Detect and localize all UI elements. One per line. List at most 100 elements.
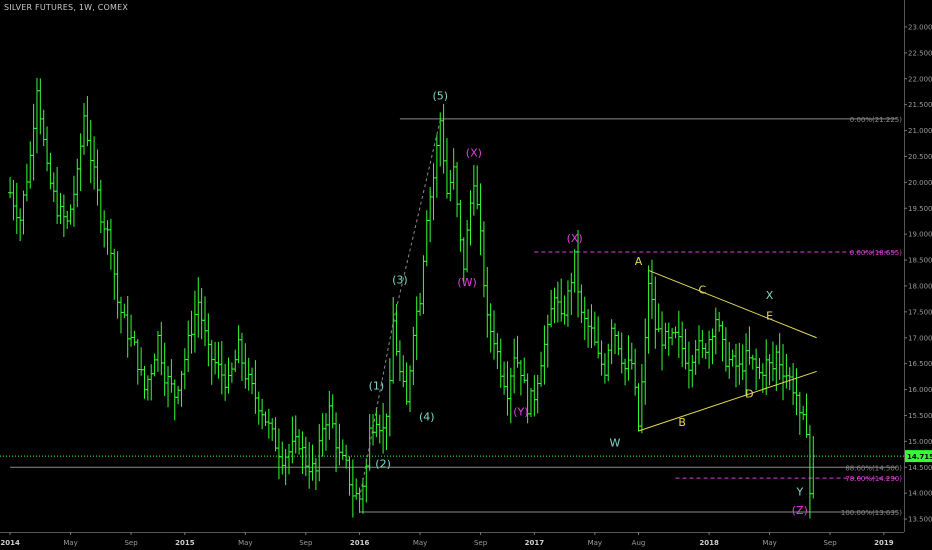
price-bar — [182, 348, 187, 390]
x-tick-label: Sep — [299, 539, 313, 547]
price-bar — [88, 120, 93, 184]
x-tick-label: 2016 — [350, 539, 370, 547]
price-bar — [592, 311, 597, 346]
price-bar — [360, 478, 365, 514]
price-bar — [424, 210, 429, 267]
price-bar — [48, 152, 53, 190]
wave-label: D — [745, 387, 753, 400]
price-bar — [431, 163, 436, 221]
price-bar — [129, 314, 134, 347]
price-bar — [653, 276, 658, 349]
y-tick-label: 14.500 — [908, 464, 932, 472]
wave-label: W — [610, 437, 621, 450]
y-tick-label: 21.500 — [908, 101, 932, 109]
price-bar — [407, 365, 412, 412]
price-bar — [764, 339, 769, 396]
price-bar — [229, 362, 234, 383]
price-bar — [8, 177, 13, 199]
price-bar — [354, 478, 359, 500]
price-bar — [488, 303, 493, 353]
price-bar — [505, 361, 510, 416]
price-bar — [377, 414, 382, 444]
price-bar — [303, 436, 308, 477]
ohlc-bars — [8, 77, 816, 519]
price-bar — [334, 412, 339, 472]
price-bar — [713, 307, 718, 355]
price-bar — [364, 458, 369, 503]
fib-level-label: 0.00%(21.225) — [850, 116, 902, 124]
x-tick-label: May — [762, 539, 776, 547]
price-bar — [199, 288, 204, 340]
x-tick-label: 2014 — [0, 539, 20, 547]
price-bar — [747, 326, 752, 365]
price-bar — [656, 303, 661, 332]
price-bar — [166, 366, 171, 408]
price-bar — [602, 353, 607, 384]
price-bar — [757, 357, 762, 379]
price-bar — [468, 190, 473, 246]
x-tick-label: Sep — [474, 539, 488, 547]
price-bar — [495, 333, 500, 369]
price-bar — [250, 367, 255, 395]
wave-label: C — [699, 284, 707, 297]
price-bar — [784, 353, 789, 389]
price-bar — [693, 339, 698, 375]
price-bar — [629, 342, 634, 370]
price-bar — [61, 194, 66, 238]
price-bar — [125, 295, 130, 358]
price-bar — [414, 296, 419, 360]
price-bar — [589, 304, 594, 349]
price-bar — [569, 272, 574, 316]
price-bar — [797, 391, 802, 435]
wave-label: (5) — [432, 89, 448, 102]
y-tick-label: 19.000 — [908, 231, 932, 239]
price-bar — [676, 310, 681, 358]
price-bar — [313, 458, 318, 490]
price-bar — [270, 418, 275, 441]
price-bar — [384, 413, 389, 451]
price-bar — [82, 103, 87, 155]
price-bar — [609, 319, 614, 365]
price-bar — [686, 341, 691, 389]
x-tick-label: May — [63, 539, 77, 547]
price-bar — [807, 425, 812, 519]
wave-label: (W) — [457, 276, 476, 289]
price-bar — [239, 332, 244, 381]
price-bar — [552, 287, 557, 324]
x-tick-label: 2018 — [699, 539, 719, 547]
y-tick-label: 16.500 — [908, 360, 932, 368]
price-bar — [663, 322, 668, 350]
price-bar — [444, 138, 449, 199]
last-price-badge — [905, 450, 932, 463]
price-bar — [347, 456, 352, 496]
price-bar — [172, 379, 177, 421]
price-bar — [512, 338, 517, 394]
price-bar — [253, 360, 258, 414]
price-bar — [71, 175, 76, 227]
price-bar — [189, 310, 194, 354]
price-bar — [196, 277, 201, 338]
price-bar — [660, 311, 665, 371]
price-bar — [287, 443, 292, 475]
wave-label: (1) — [369, 380, 385, 393]
price-bar — [787, 367, 792, 390]
price-bar — [794, 368, 799, 415]
price-bar — [273, 417, 278, 452]
price-bar — [118, 296, 123, 334]
price-bar — [455, 161, 460, 218]
price-bar — [471, 165, 476, 216]
price-bar — [236, 325, 241, 364]
price-bar — [518, 360, 523, 396]
price-bar — [233, 349, 238, 373]
price-bar — [202, 296, 207, 347]
price-bar — [633, 348, 638, 396]
price-bar — [397, 340, 402, 382]
price-bar — [670, 327, 675, 346]
price-bar — [95, 149, 100, 206]
price-bar — [562, 295, 567, 325]
fib-level-label: 78.60%(14.290) — [845, 475, 902, 483]
price-bar — [535, 375, 540, 414]
x-tick-label: May — [588, 539, 602, 547]
price-bar — [206, 313, 211, 367]
